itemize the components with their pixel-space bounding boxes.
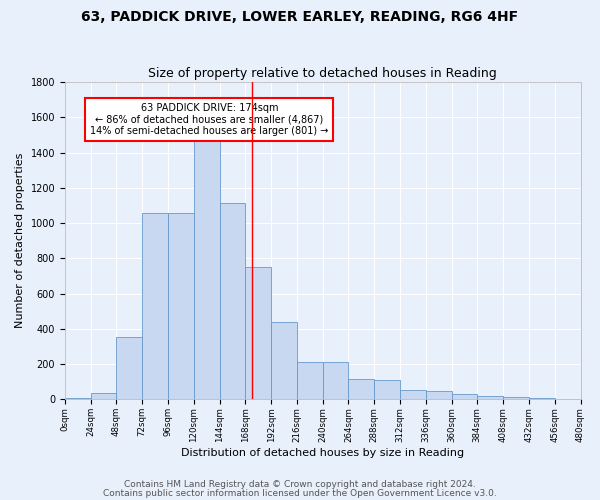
Bar	[168, 212, 194, 400]
Bar	[116, 337, 142, 400]
Bar	[194, 140, 220, 400]
Bar	[503, 397, 529, 400]
Bar	[426, 390, 452, 400]
Bar	[478, 396, 503, 400]
Bar	[65, 398, 91, 400]
Y-axis label: Number of detached properties: Number of detached properties	[15, 153, 25, 328]
Bar	[349, 379, 374, 400]
Title: Size of property relative to detached houses in Reading: Size of property relative to detached ho…	[148, 66, 497, 80]
Bar	[452, 394, 478, 400]
Bar	[220, 203, 245, 400]
Bar	[142, 212, 168, 400]
Text: 63, PADDICK DRIVE, LOWER EARLEY, READING, RG6 4HF: 63, PADDICK DRIVE, LOWER EARLEY, READING…	[82, 10, 518, 24]
Bar	[271, 322, 297, 400]
Bar	[374, 380, 400, 400]
Text: Contains HM Land Registry data © Crown copyright and database right 2024.: Contains HM Land Registry data © Crown c…	[124, 480, 476, 489]
X-axis label: Distribution of detached houses by size in Reading: Distribution of detached houses by size …	[181, 448, 464, 458]
Bar	[555, 398, 581, 400]
Text: 63 PADDICK DRIVE: 174sqm
← 86% of detached houses are smaller (4,867)
14% of sem: 63 PADDICK DRIVE: 174sqm ← 86% of detach…	[90, 102, 328, 136]
Bar	[400, 390, 426, 400]
Bar	[91, 394, 116, 400]
Bar	[245, 267, 271, 400]
Bar	[529, 398, 555, 400]
Text: Contains public sector information licensed under the Open Government Licence v3: Contains public sector information licen…	[103, 489, 497, 498]
Bar	[323, 362, 349, 400]
Bar	[297, 362, 323, 400]
